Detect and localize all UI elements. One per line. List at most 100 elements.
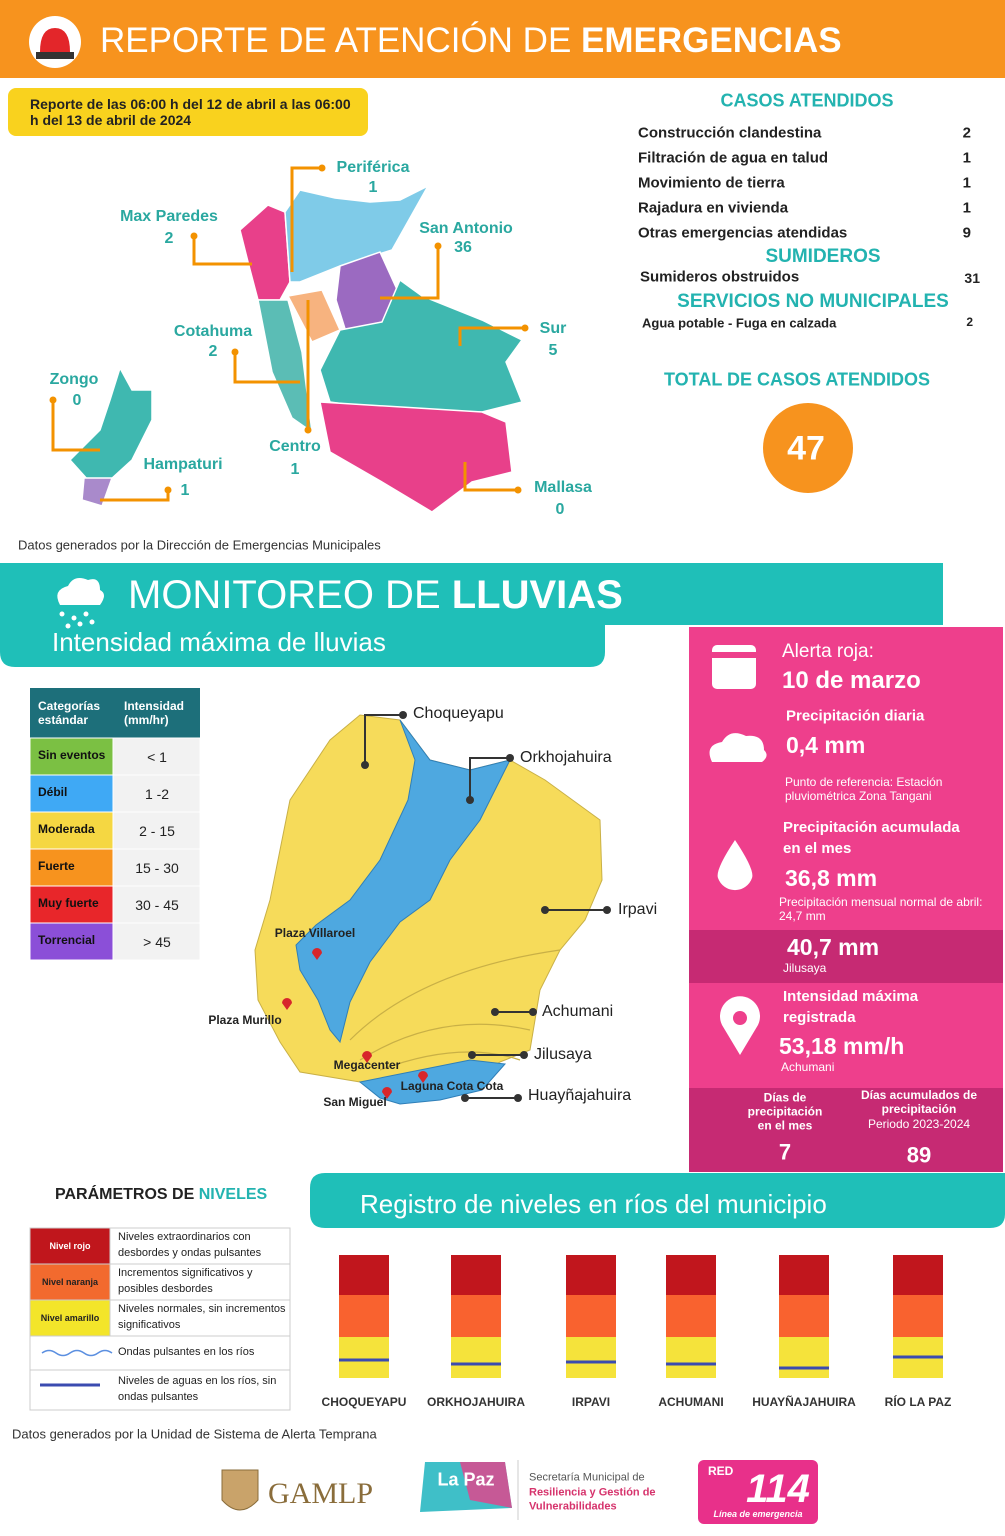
place-label: Laguna Cota Cota (400, 1079, 504, 1094)
river-label: Orkhojahuira (520, 748, 612, 766)
title-part: EMERGENCIAS (581, 20, 842, 60)
report-period: Reporte de las 06:00 h del 12 de abril a… (30, 95, 351, 128)
zone-connector (233, 352, 300, 384)
case-count: 31 (964, 269, 980, 286)
case-count: 2 (966, 315, 973, 330)
zone-dot (49, 396, 57, 404)
zone-connector (51, 400, 100, 452)
river-label: Jilusaya (534, 1045, 592, 1063)
zone-dot (164, 486, 172, 494)
zone-cases: 1 (368, 178, 378, 196)
legend-range: 1 -2 (144, 785, 170, 802)
niveles-row (29, 1369, 291, 1411)
district-shape (239, 204, 291, 301)
header-bar (0, 0, 1005, 78)
zone-dot (318, 164, 326, 172)
level-red (339, 1255, 389, 1295)
river-dot (461, 1094, 469, 1102)
case-count: 1 (962, 149, 971, 167)
level-red (779, 1255, 829, 1295)
logo-lapaz: La Paz (437, 1469, 495, 1490)
rain-drop (83, 611, 89, 617)
case-label: Construcción clandestina (638, 124, 822, 142)
level-red (451, 1255, 501, 1295)
zone-cases: 2 (208, 342, 218, 360)
level-red (893, 1255, 943, 1295)
level-yellow (666, 1337, 716, 1378)
emergency-number: 114 (746, 1467, 810, 1511)
zone-dot (304, 426, 312, 434)
district-shape (81, 477, 114, 507)
river-dot (603, 906, 611, 914)
district-shape (284, 184, 430, 283)
source-note: Datos generados por la Unidad de Sistema… (12, 1426, 377, 1442)
calendar-icon (712, 645, 756, 689)
legend-color (29, 922, 114, 961)
legend-range-cell (112, 737, 201, 776)
case-count: 1 (962, 174, 971, 192)
legend-category: Fuerte (38, 859, 75, 874)
niveles-title: PARÁMETROS DE NIVELES (55, 1186, 267, 1204)
siren-base (36, 52, 74, 59)
case-label: Agua potable - Fuga en calzada (642, 315, 837, 331)
river-name: ORKHOJAHUIRA (426, 1395, 526, 1410)
alert-band (689, 930, 1003, 983)
zone-name: Sur (539, 319, 567, 337)
river-dot (514, 1094, 522, 1102)
legend-color (29, 737, 114, 776)
subtitle-band (0, 625, 605, 667)
level-swatch (29, 1227, 111, 1265)
river-dot (520, 1051, 528, 1059)
header-title: REPORTE DE ATENCIÓN DE EMERGENCIAS (100, 21, 842, 61)
case-label: Sumideros obstruidos (640, 268, 800, 286)
alert-band (689, 1088, 1003, 1172)
section-title: TOTAL DE CASOS ATENDIDOS (663, 369, 931, 390)
zone-name: San Antonio (419, 219, 513, 237)
legend-color (29, 885, 114, 924)
crest (221, 1469, 259, 1511)
stat-title: Intensidad máxima registrada (783, 988, 919, 1026)
title-part: PARÁMETROS DE (55, 1185, 195, 1203)
level-orange (566, 1295, 616, 1337)
place-label: Plaza Murillo (208, 1013, 282, 1028)
place-label: Plaza Villaroel (274, 926, 356, 941)
legend-range: < 1 (147, 748, 167, 765)
zone-cases: 36 (454, 238, 472, 256)
case-count: 9 (962, 224, 971, 242)
zone-cases: 0 (555, 500, 565, 518)
calendar-top (712, 652, 756, 658)
zone-name: Max Paredes (120, 207, 218, 225)
level-orange (893, 1295, 943, 1337)
stat-value: 36,8 mm (785, 864, 878, 891)
zone-name: Mallasa (534, 478, 592, 496)
alert-panel (689, 627, 1003, 1172)
river-name: IRPAVI (571, 1395, 611, 1410)
zone-cases: 1 (290, 460, 300, 478)
red-label: RED (708, 1464, 734, 1479)
zone-dot (514, 486, 522, 494)
level-description: Incrementos significativos y posibles de… (118, 1267, 253, 1295)
legend-header (30, 688, 200, 738)
level-swatch (29, 1263, 111, 1301)
stat-title: Precipitación acumulada en el mes (783, 819, 960, 857)
case-label: Rajadura en vivienda (638, 199, 789, 217)
rain-drop (71, 615, 77, 621)
river-dot (529, 1008, 537, 1016)
lapaz-accent (460, 1462, 512, 1508)
level-description: Niveles de aguas en los ríos, sin ondas … (118, 1375, 277, 1403)
drop-icon (717, 840, 753, 891)
level-yellow (451, 1337, 501, 1378)
case-label: Filtración de agua en talud (638, 149, 829, 167)
place-pin (312, 948, 322, 960)
legend-range-cell (112, 848, 201, 887)
basin-blue (295, 719, 511, 1044)
legend-range: 15 - 30 (135, 859, 179, 876)
zone-dot (190, 232, 198, 240)
rain-drop (89, 619, 95, 625)
stat-value: 89 (906, 1142, 932, 1168)
zone-connector (458, 326, 525, 346)
level-orange (451, 1295, 501, 1337)
river-name: HUAYÑAJAHUIRA (752, 1395, 856, 1410)
title-part: REPORTE DE ATENCIÓN DE (100, 20, 572, 60)
zone-name: Cotahuma (173, 322, 253, 340)
